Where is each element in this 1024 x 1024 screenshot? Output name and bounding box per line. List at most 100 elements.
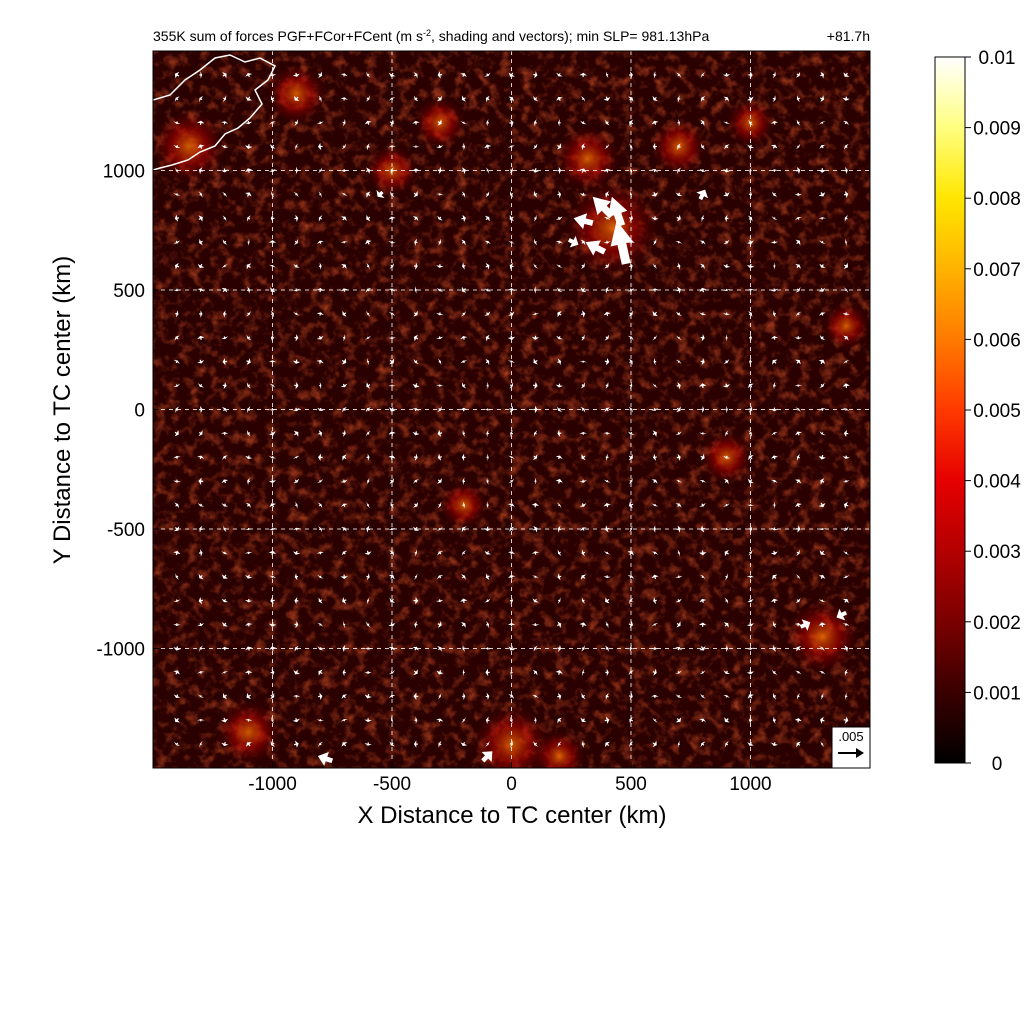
vector-arrow xyxy=(581,143,586,151)
vector-arrow xyxy=(723,239,730,245)
vector-arrow xyxy=(773,310,776,318)
colorbar-tick-label: 0.004 xyxy=(973,472,1021,493)
vector-arrow xyxy=(485,692,490,701)
vector-arrow xyxy=(555,455,563,460)
vector-arrow xyxy=(294,95,300,101)
vector-arrow xyxy=(376,189,385,199)
vector-arrow xyxy=(342,644,347,653)
vector-arrow xyxy=(316,287,324,293)
vector-arrow xyxy=(533,525,538,533)
vector-arrow xyxy=(724,717,730,723)
vector-arrow xyxy=(794,217,802,220)
vector-arrow xyxy=(508,694,515,699)
vector-arrow xyxy=(700,693,706,699)
vector-arrow xyxy=(318,597,323,604)
vector-arrow xyxy=(843,429,849,438)
vector-arrow xyxy=(772,692,777,700)
vector-arrow xyxy=(293,478,300,484)
vector-arrow xyxy=(771,669,778,675)
vector-arrow xyxy=(174,96,180,102)
vector-arrow xyxy=(531,312,539,315)
vector-arrow xyxy=(603,432,611,435)
vector-arrow xyxy=(175,167,180,174)
vector-arrow xyxy=(533,645,538,652)
vector-arrow xyxy=(677,262,681,270)
vector-arrow xyxy=(820,740,825,748)
vector-arrow xyxy=(486,621,489,629)
vector-arrow xyxy=(388,288,396,292)
vector-arrow xyxy=(437,501,442,509)
vector-arrow xyxy=(341,550,348,556)
vector-arrow xyxy=(579,503,587,507)
vector-arrow xyxy=(247,406,251,414)
vector-arrow xyxy=(317,407,324,411)
vector-arrow xyxy=(629,262,633,270)
vector-arrow xyxy=(844,166,848,175)
vector-arrow xyxy=(246,334,252,341)
vector-arrow xyxy=(699,574,706,580)
vector-arrow xyxy=(675,431,682,435)
vector-arrow xyxy=(605,453,609,461)
vector-arrow xyxy=(318,430,323,438)
vector-arrow xyxy=(533,405,538,414)
vector-arrow xyxy=(507,622,516,627)
vector-arrow xyxy=(173,288,181,292)
vector-arrow xyxy=(746,622,754,627)
vector-arrow xyxy=(461,167,466,175)
vector-arrow xyxy=(198,597,204,605)
vector-arrow xyxy=(364,718,372,723)
vector-arrow xyxy=(484,288,492,292)
vector-arrow xyxy=(699,480,707,483)
vector-arrow xyxy=(461,453,466,461)
vector-arrow xyxy=(725,334,728,342)
vector-arrow xyxy=(797,692,800,700)
vector-arrow xyxy=(843,645,848,653)
vector-arrow xyxy=(772,716,777,724)
vector-arrow xyxy=(436,95,443,102)
vector-arrow xyxy=(199,71,203,79)
vector-arrow xyxy=(366,262,370,270)
vector-arrow xyxy=(604,716,610,724)
vector-arrow xyxy=(413,191,418,198)
vector-arrow xyxy=(174,335,180,341)
vector-arrow xyxy=(795,670,802,675)
vector-arrow xyxy=(271,716,275,724)
vector-arrow xyxy=(699,432,707,435)
vector-arrow xyxy=(293,740,299,748)
vector-arrow xyxy=(366,310,371,317)
vector-arrow xyxy=(819,550,826,555)
vector-arrow xyxy=(222,357,227,366)
vector-arrow xyxy=(652,430,657,437)
vector-arrow xyxy=(724,214,729,223)
vector-arrow xyxy=(845,238,848,246)
vector-arrow xyxy=(317,574,324,579)
vector-arrow xyxy=(197,455,205,460)
x-tick-label: 500 xyxy=(615,774,647,795)
vector-arrow xyxy=(244,551,253,555)
vector-arrow xyxy=(794,192,802,196)
vector-arrow xyxy=(366,621,371,628)
vector-arrow xyxy=(653,597,657,605)
vector-arrow xyxy=(342,429,346,437)
vector-arrow xyxy=(818,575,826,579)
vector-arrow xyxy=(723,455,731,459)
vector-arrow xyxy=(531,575,539,579)
vector-arrow xyxy=(629,143,633,150)
vector-arrow xyxy=(245,192,252,197)
vector-arrow xyxy=(557,621,562,629)
vector-arrow xyxy=(294,119,298,126)
vector-arrow xyxy=(481,751,493,763)
vector-arrow xyxy=(366,191,371,198)
vector-arrow xyxy=(628,406,633,413)
vector-arrow xyxy=(677,95,681,103)
vector-arrow xyxy=(486,381,489,390)
vector-arrow xyxy=(770,527,779,531)
vector-arrow xyxy=(723,264,731,268)
vector-arrow xyxy=(795,574,801,580)
vector-arrow xyxy=(437,166,442,175)
vector-arrow xyxy=(174,717,180,723)
vector-arrow xyxy=(770,479,778,484)
vector-arrow xyxy=(676,214,681,222)
vector-arrow xyxy=(557,692,562,700)
vector-arrow xyxy=(412,431,420,436)
